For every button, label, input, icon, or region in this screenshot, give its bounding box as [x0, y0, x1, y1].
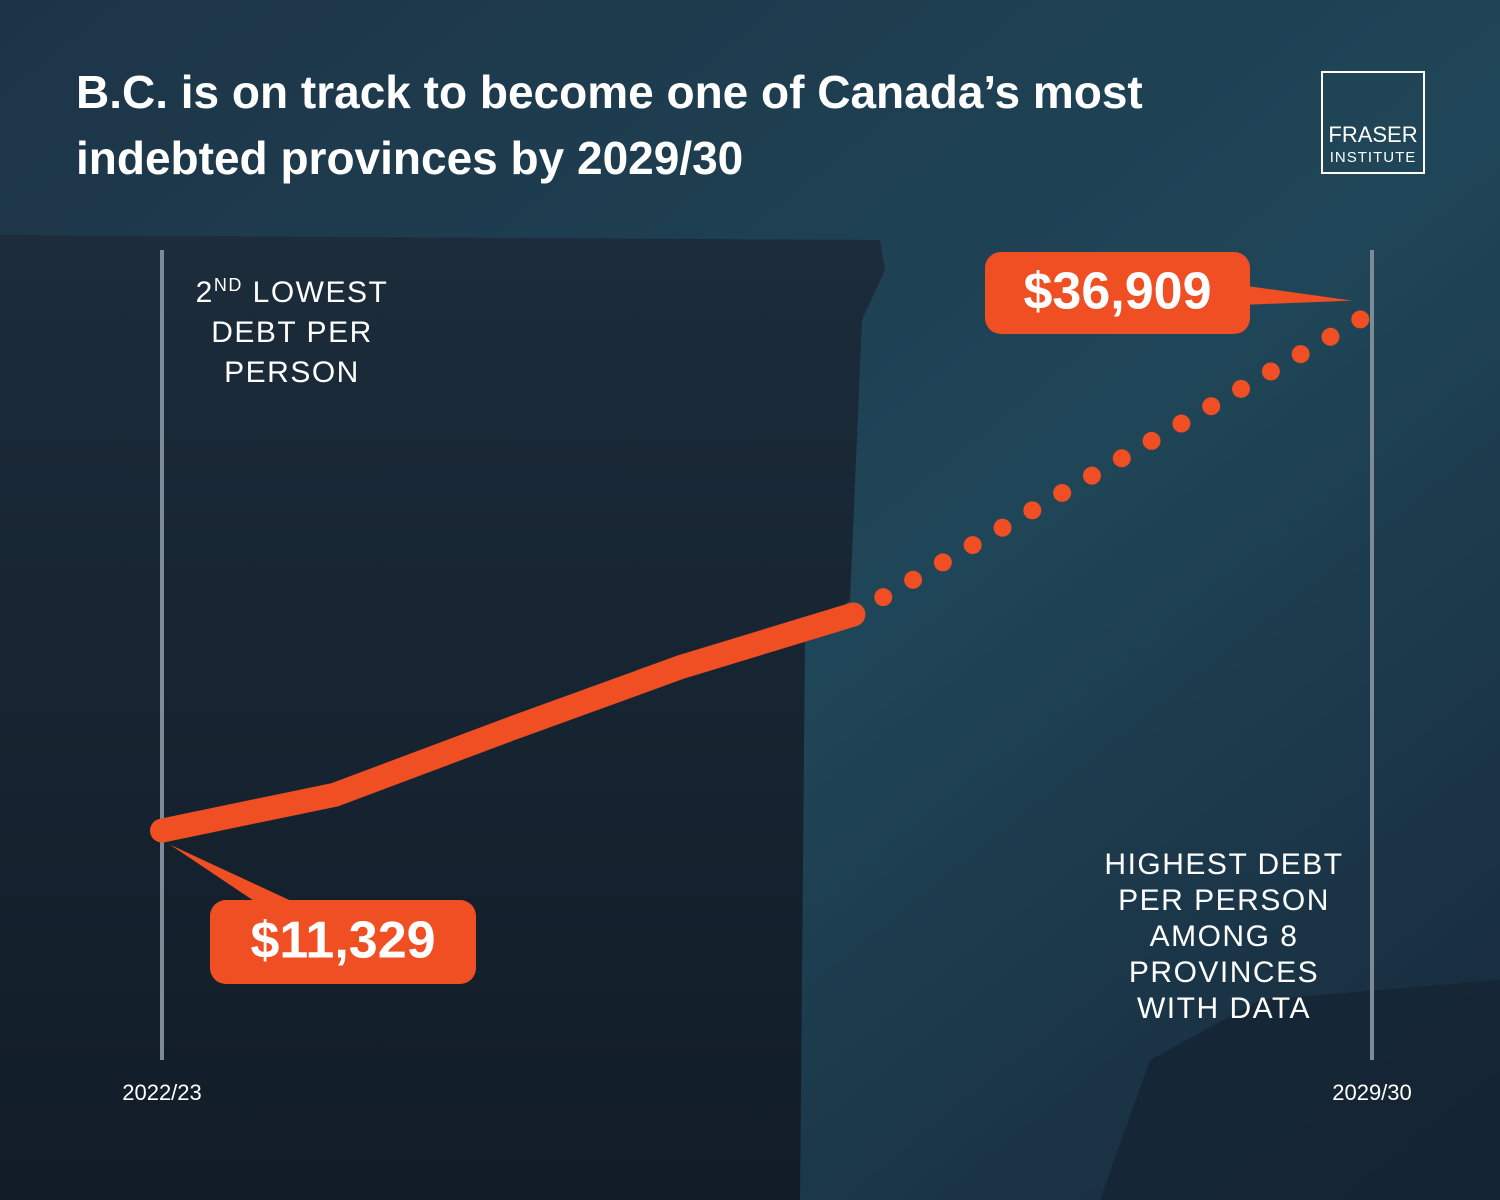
annotation: 2ND LOWEST: [196, 275, 389, 309]
line-solid: [150, 602, 866, 843]
annotation: DEBT PER: [211, 316, 373, 349]
annotation-text: LOWEST: [243, 276, 389, 309]
cliff: [0, 235, 885, 1200]
logo-text: INSTITUTE: [1330, 149, 1417, 166]
hill: [1100, 980, 1500, 1200]
chart-title: B.C. is on track to become one of Canada…: [76, 66, 1143, 118]
chart-title: indebted provinces by 2029/30: [76, 132, 743, 184]
value-label: $11,329: [250, 912, 435, 970]
annotation-text: ND: [214, 275, 243, 295]
x-tick-label: 2029/30: [1332, 1080, 1412, 1105]
annotation: PERSON: [224, 356, 360, 389]
callout-box: [985, 252, 1250, 334]
x-tick-label: 2022/23: [122, 1080, 202, 1105]
annotation: PER PERSON: [1118, 884, 1330, 917]
annotation: AMONG 8: [1150, 920, 1299, 953]
logo-text: FRASER: [1328, 122, 1417, 147]
callout-tail: [1240, 285, 1352, 305]
line-projected: [844, 303, 1381, 624]
value-label: $36,909: [1024, 263, 1212, 321]
logo-frame: [1321, 71, 1425, 174]
callout-tail: [170, 844, 300, 905]
annotation-text: 2: [196, 276, 214, 309]
annotation: WITH DATA: [1137, 992, 1311, 1025]
annotation: PROVINCES: [1129, 956, 1319, 989]
logo: FRASER INSTITUTE: [1321, 71, 1425, 174]
annotation: HIGHEST DEBT: [1104, 848, 1343, 881]
callout-box: [210, 900, 476, 984]
